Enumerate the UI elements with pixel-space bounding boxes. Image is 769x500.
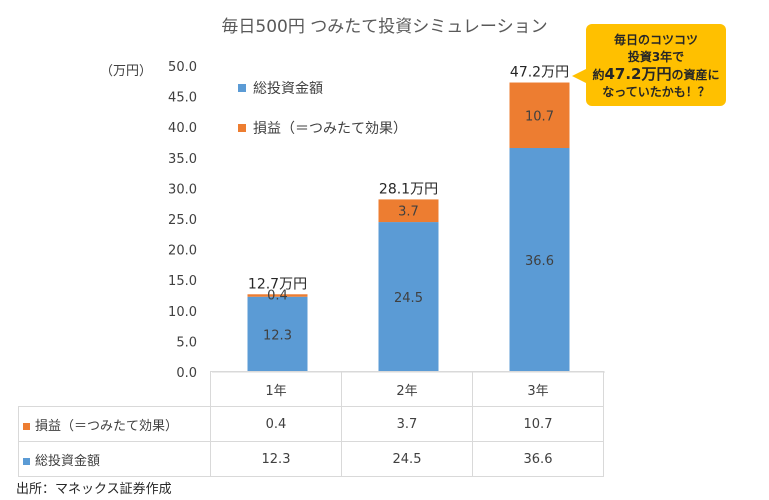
bar-total-investment xyxy=(509,148,570,372)
data-table-row-label: 損益（＝つみたて効果） xyxy=(18,406,211,442)
y-tick-label: 50.0 xyxy=(168,60,197,75)
callout-text: 毎日のコツコツ 投資3年で 約47.2万円の資産に なっていたかも！？ xyxy=(586,32,726,101)
data-table-cell: 24.5 xyxy=(341,441,473,477)
data-table-cell: 0.4 xyxy=(210,406,342,442)
y-tick-label: 10.0 xyxy=(168,305,197,320)
data-table-cell: 12.3 xyxy=(210,441,342,477)
bar-total-investment xyxy=(378,222,439,372)
chart-title: 毎日500円 つみたて投資シミュレーション xyxy=(221,17,548,37)
total-series-name: 総投資金額 xyxy=(35,453,101,469)
data-table-category: 2年 xyxy=(341,371,473,407)
callout-line: 投資3年で xyxy=(627,50,685,64)
y-tick-label: 20.0 xyxy=(168,244,197,259)
y-axis-unit-label: （万円） xyxy=(100,64,153,79)
data-table-cell: 36.6 xyxy=(472,441,604,477)
data-label-profit: 0.4 xyxy=(267,288,288,303)
y-tick-label: 40.0 xyxy=(168,121,197,136)
bar-profit xyxy=(247,294,308,297)
profit-swatch-icon xyxy=(23,422,30,430)
callout-pointer xyxy=(572,68,588,84)
data-table: 1年 2年 3年 損益（＝つみたて効果） 0.4 3.7 10.7 総投資金額 … xyxy=(18,371,604,477)
data-label-profit: 3.7 xyxy=(398,205,419,220)
bar-profit xyxy=(509,82,570,149)
callout-amount: 47.2万円 xyxy=(604,65,672,83)
profit-series-name: 損益（＝つみたて効果） xyxy=(35,418,179,434)
callout-prefix: 約 xyxy=(592,68,605,82)
legend-swatch-profit-icon xyxy=(238,124,246,132)
legend-label: 総投資金額 xyxy=(253,81,323,97)
bar-total-investment xyxy=(247,296,308,372)
y-tick-label: 30.0 xyxy=(168,182,197,197)
total-swatch-icon xyxy=(23,457,30,465)
y-tick-label: 45.0 xyxy=(168,91,197,106)
legend-label: 損益（＝つみたて効果） xyxy=(253,121,407,137)
data-table-header-row: 1年 2年 3年 xyxy=(18,371,604,407)
y-tick-label: 15.0 xyxy=(168,274,197,289)
legend-swatch-total-icon xyxy=(238,84,246,92)
callout-line: なっていたかも！？ xyxy=(602,85,710,99)
y-tick-label: 35.0 xyxy=(168,152,197,167)
bar-total-label: 12.7万円 xyxy=(248,276,307,292)
y-tick-label: 5.0 xyxy=(176,335,197,350)
y-tick-label: 25.0 xyxy=(168,213,197,228)
data-table-cell: 3.7 xyxy=(341,406,473,442)
data-table-row-total: 総投資金額 12.3 24.5 36.6 xyxy=(18,441,604,477)
data-table-row-label: 総投資金額 xyxy=(18,441,211,477)
data-label-total-investment: 36.6 xyxy=(525,254,554,269)
data-table-corner xyxy=(18,371,211,407)
callout-line: 毎日のコツコツ xyxy=(613,33,698,47)
bar-total-label: 28.1万円 xyxy=(379,181,438,197)
callout-box: 毎日のコツコツ 投資3年で 約47.2万円の資産に なっていたかも！？ xyxy=(586,24,726,106)
callout-suffix: の資産に xyxy=(671,68,720,82)
data-label-total-investment: 12.3 xyxy=(263,328,292,343)
data-label-total-investment: 24.5 xyxy=(394,291,423,306)
data-table-cell: 10.7 xyxy=(472,406,604,442)
bar-profit xyxy=(378,199,439,223)
data-label-profit: 10.7 xyxy=(525,109,554,124)
bar-total-label: 47.2万円 xyxy=(510,65,569,81)
data-table-row-profit: 損益（＝つみたて効果） 0.4 3.7 10.7 xyxy=(18,406,604,442)
source-note: 出所：マネックス証券作成 xyxy=(16,482,172,497)
callout-line: 約47.2万円の資産に xyxy=(586,66,726,84)
data-table-category: 3年 xyxy=(472,371,604,407)
data-table-category: 1年 xyxy=(210,371,342,407)
